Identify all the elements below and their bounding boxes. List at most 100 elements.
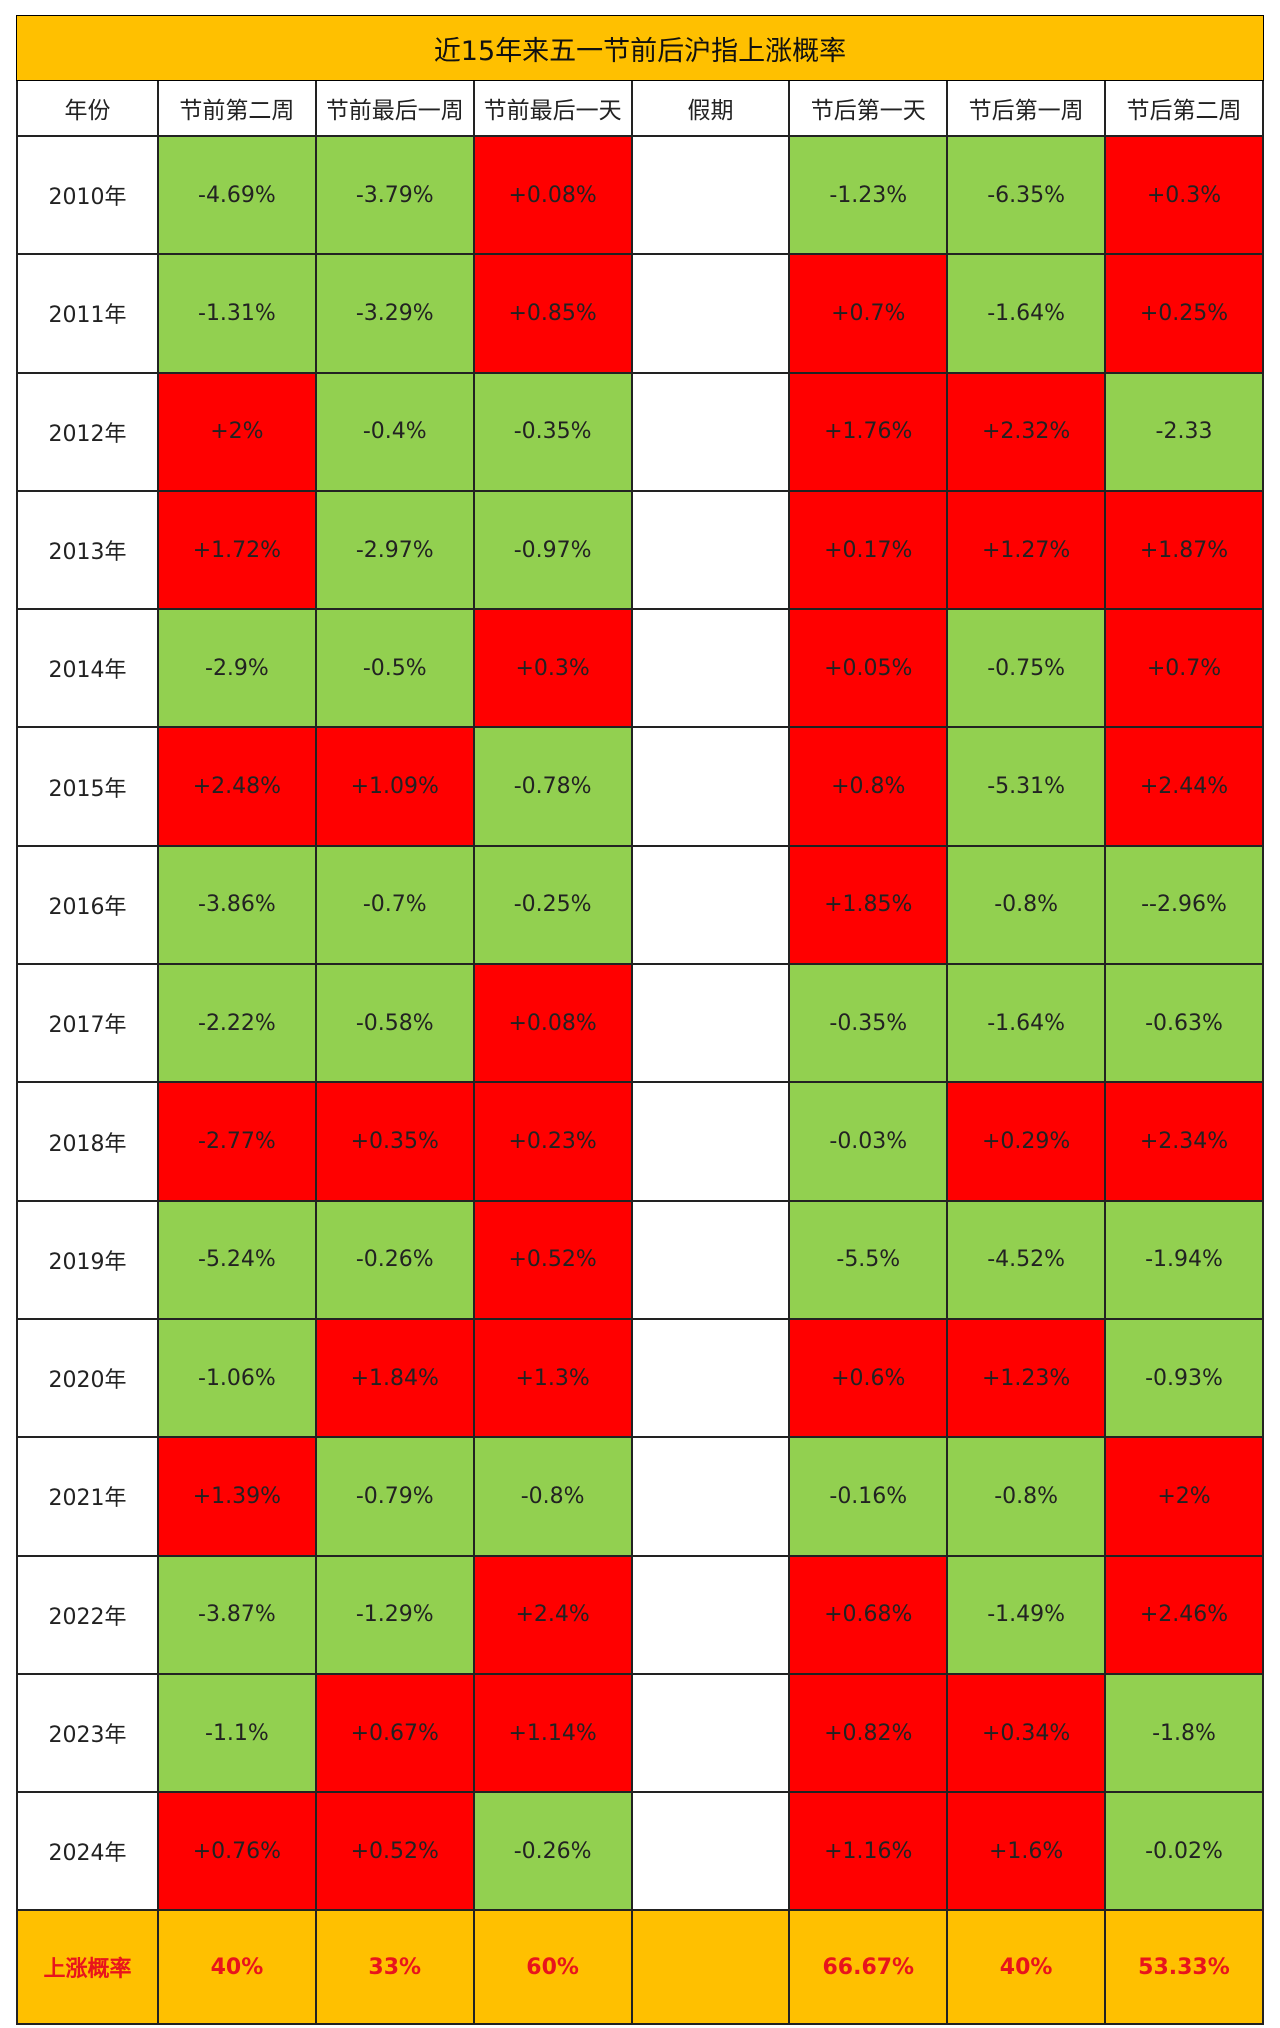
value-cell: +0.52% [474, 1201, 633, 1320]
value-cell: +1.76% [790, 373, 949, 492]
value-cell: +0.82% [790, 1674, 949, 1794]
value-cell: -3.87% [159, 1556, 317, 1675]
value-cell: -0.4% [316, 373, 475, 492]
value-cell: -1.49% [948, 1556, 1107, 1675]
value-cell: -0.7% [316, 846, 475, 966]
year-cell: 2024年 [16, 1793, 159, 1912]
column-header: 节前最后一天 [474, 81, 633, 137]
column-header: 节后第一周 [948, 81, 1107, 137]
holiday-cell [632, 965, 791, 1084]
value-cell: -0.26% [474, 1793, 633, 1912]
value-cell: -0.8% [474, 1438, 633, 1557]
value-cell: -2.22% [159, 965, 317, 1084]
year-cell: 2020年 [16, 1319, 159, 1439]
value-cell: +1.87% [1106, 491, 1264, 611]
year-cell: 2015年 [16, 728, 159, 847]
value-cell: +0.52% [316, 1793, 475, 1912]
footer-value: 40% [159, 1911, 317, 2026]
value-cell: -0.16% [790, 1438, 949, 1557]
value-cell: -0.79% [316, 1438, 475, 1557]
value-cell: +1.09% [316, 728, 475, 847]
value-cell: +0.29% [948, 1083, 1107, 1202]
value-cell: +2.4% [474, 1556, 633, 1675]
value-cell: -0.02% [1106, 1793, 1264, 1912]
value-cell: -2.33 [1106, 373, 1264, 492]
column-header: 年份 [16, 81, 159, 137]
value-cell: -0.8% [948, 1438, 1107, 1557]
holiday-cell [632, 846, 791, 966]
value-cell: -5.5% [790, 1201, 949, 1320]
value-cell: +0.8% [790, 728, 949, 847]
value-cell: -1.23% [790, 137, 949, 256]
value-cell: +0.76% [159, 1793, 317, 1912]
value-cell: -3.79% [316, 137, 475, 256]
value-cell: +0.3% [474, 610, 633, 729]
value-cell: +2.34% [1106, 1083, 1264, 1202]
value-cell: -0.8% [948, 846, 1107, 966]
value-cell: +1.27% [948, 491, 1107, 611]
value-cell: +1.72% [159, 491, 317, 611]
value-cell: --2.96% [1106, 846, 1264, 966]
value-cell: -1.06% [159, 1319, 317, 1439]
value-cell: -2.97% [316, 491, 475, 611]
column-header: 假期 [632, 81, 791, 137]
value-cell: +1.6% [948, 1793, 1107, 1912]
holiday-cell [632, 1438, 791, 1557]
holiday-cell [632, 1793, 791, 1912]
year-cell: 2023年 [16, 1674, 159, 1794]
value-cell: -0.25% [474, 846, 633, 966]
value-cell: +2.44% [1106, 728, 1264, 847]
footer-value: 53.33% [1106, 1911, 1264, 2026]
holiday-cell [632, 1674, 791, 1794]
value-cell: -4.69% [159, 137, 317, 256]
year-cell: 2013年 [16, 491, 159, 611]
value-cell: +0.7% [1106, 610, 1264, 729]
value-cell: +0.85% [474, 255, 633, 374]
footer-label: 上涨概率 [16, 1911, 159, 2026]
value-cell: +0.7% [790, 255, 949, 374]
value-cell: -1.1% [159, 1674, 317, 1794]
value-cell: -1.64% [948, 255, 1107, 374]
year-cell: 2017年 [16, 965, 159, 1084]
year-cell: 2010年 [16, 137, 159, 256]
table: 年份 节前第二周 节前最后一周 节前最后一天 假期 节后第一天 节后第一周 节后第二周 2010… [16, 81, 1264, 2026]
footer-value: 40% [948, 1911, 1107, 2026]
value-cell: +0.25% [1106, 255, 1264, 374]
value-cell: -0.35% [790, 965, 949, 1084]
value-cell: -1.8% [1106, 1674, 1264, 1794]
year-cell: 2016年 [16, 846, 159, 966]
holiday-cell [632, 373, 791, 492]
holiday-cell [632, 1201, 791, 1320]
value-cell: +2.32% [948, 373, 1107, 492]
value-cell: -0.58% [316, 965, 475, 1084]
column-header: 节前最后一周 [316, 81, 475, 137]
value-cell: +0.05% [790, 610, 949, 729]
value-cell: +1.16% [790, 1793, 949, 1912]
holiday-cell [632, 1911, 791, 2026]
table-container: 近15年来五一节前后沪指上涨概率 年份 节前第二周 节前最后一周 节前最后一天 假期 节后… [16, 15, 1264, 2026]
value-cell: +0.68% [790, 1556, 949, 1675]
value-cell: -0.97% [474, 491, 633, 611]
value-cell: -0.35% [474, 373, 633, 492]
value-cell: -0.5% [316, 610, 475, 729]
value-cell: -2.9% [159, 610, 317, 729]
column-header: 节后第二周 [1106, 81, 1264, 137]
year-cell: 2014年 [16, 610, 159, 729]
value-cell: -0.93% [1106, 1319, 1264, 1439]
value-cell: +1.84% [316, 1319, 475, 1439]
footer-value: 66.67% [790, 1911, 949, 2026]
holiday-cell [632, 1083, 791, 1202]
value-cell: -5.24% [159, 1201, 317, 1320]
holiday-cell [632, 1319, 791, 1439]
column-header: 节后第一天 [790, 81, 949, 137]
value-cell: -5.31% [948, 728, 1107, 847]
holiday-cell [632, 1556, 791, 1675]
value-cell: +1.14% [474, 1674, 633, 1794]
value-cell: +2% [159, 373, 317, 492]
value-cell: +2.48% [159, 728, 317, 847]
value-cell: -0.03% [790, 1083, 949, 1202]
year-cell: 2022年 [16, 1556, 159, 1675]
value-cell: -0.63% [1106, 965, 1264, 1084]
value-cell: +1.3% [474, 1319, 633, 1439]
